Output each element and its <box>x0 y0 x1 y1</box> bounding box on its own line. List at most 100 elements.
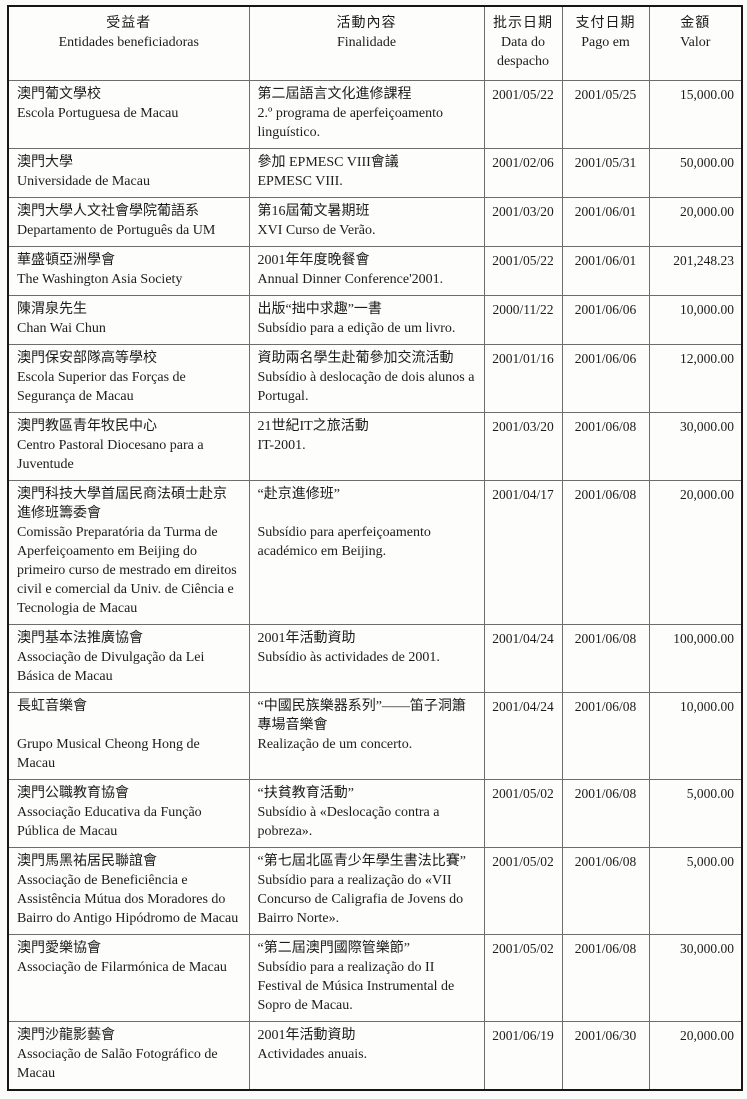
col-header-purpose-pt: Finalidade <box>336 35 397 50</box>
purpose-pt: Subsídio para a realização do «VII Concu… <box>257 873 464 926</box>
amount-cell: 20,000.00 <box>648 1021 743 1091</box>
col-header-purpose: 活動內容 Finalidade <box>248 5 485 81</box>
beneficiary-name-pt: Grupo Musical Cheong Hong de Macau <box>17 737 200 771</box>
amount-cell: 12,000.00 <box>648 344 743 413</box>
payment-date-cell: 2001/06/08 <box>561 934 650 1022</box>
table-row: 澳門馬黑祐居民聯誼會 Associação de Beneficiência e … <box>7 847 743 935</box>
table-row: 華盛頓亞洲學會 The Washington Asia Society 2001年年… <box>7 246 743 296</box>
col-header-amount-zh: 金額 <box>680 16 711 31</box>
beneficiary-name-zh: 澳門馬黑祐居民聯誼會 <box>17 854 157 869</box>
beneficiary-cell: 澳門大學 Universidade de Macau <box>7 148 250 198</box>
payment-date-cell: 2001/06/08 <box>561 692 650 780</box>
table-body: 澳門葡文學校 Escola Portuguesa de Macau 第二屆語言文化進… <box>7 80 743 1091</box>
beneficiary-name-pt: Escola Superior das Forças de Segurança … <box>17 370 186 404</box>
col-header-beneficiary: 受益者 Entidades beneficiadoras <box>7 5 250 81</box>
beneficiary-name-zh: 澳門保安部隊高等學校 <box>17 351 157 366</box>
header-row: 受益者 Entidades beneficiadoras 活動內容 Finali… <box>7 5 743 81</box>
beneficiary-name-pt: Centro Pastoral Diocesano para a Juventu… <box>17 438 204 472</box>
purpose-zh: 參加 EPMESC VIII會議 <box>257 155 399 170</box>
purpose-pt: Subsídio à deslocação de dois alunos a P… <box>257 370 475 404</box>
amount-cell: 30,000.00 <box>648 934 743 1022</box>
amount-cell: 15,000.00 <box>648 80 743 149</box>
beneficiary-name-zh: 澳門大學 <box>17 155 73 170</box>
table-row: 澳門教區青年牧民中心 Centro Pastoral Diocesano para… <box>7 412 743 481</box>
purpose-zh: 出版“拙中求趣”一書 <box>257 302 382 317</box>
amount-cell: 100,000.00 <box>648 624 743 693</box>
col-header-amount-pt: Valor <box>680 35 711 50</box>
despacho-date-cell: 2001/06/19 <box>483 1021 563 1091</box>
purpose-cell: 資助兩名學生赴葡參加交流活動 Subsídio à deslocação de d… <box>248 344 485 413</box>
purpose-cell: 第16屆葡文暑期班 XVI Curso de Verão. <box>248 197 485 247</box>
purpose-pt: Realização de um concerto. <box>257 737 413 752</box>
amount-cell: 10,000.00 <box>648 295 743 345</box>
purpose-zh: “扶貧教育活動” <box>257 786 354 801</box>
beneficiary-name-zh: 華盛頓亞洲學會 <box>17 253 115 268</box>
beneficiary-name-zh: 長虹音樂會 <box>17 699 87 714</box>
purpose-cell: “扶貧教育活動” Subsídio à «Deslocação contra a … <box>248 779 485 848</box>
payment-date-cell: 2001/06/08 <box>561 624 650 693</box>
purpose-pt: Subsídio para a realização do II Festiva… <box>257 960 455 1013</box>
col-header-amount: 金額 Valor <box>648 5 743 81</box>
despacho-date-cell: 2001/05/02 <box>483 847 563 935</box>
beneficiary-cell: 澳門馬黑祐居民聯誼會 Associação de Beneficiência e … <box>7 847 250 935</box>
subsidies-table: 受益者 Entidades beneficiadoras 活動內容 Finali… <box>7 5 743 1091</box>
purpose-pt: Subsídio à «Deslocação contra a pobreza»… <box>257 805 440 839</box>
despacho-date-cell: 2001/01/16 <box>483 344 563 413</box>
payment-date-cell: 2001/06/30 <box>561 1021 650 1091</box>
purpose-cell: 第二屆語言文化進修課程 2.º programa de aperfeiçoamen… <box>248 80 485 149</box>
col-header-beneficiary-zh: 受益者 <box>106 16 152 31</box>
beneficiary-name-pt: Chan Wai Chun <box>17 321 106 336</box>
purpose-pt: IT-2001. <box>257 438 306 453</box>
beneficiary-name-pt: The Washington Asia Society <box>17 272 183 287</box>
beneficiary-name-zh: 澳門大學人文社會學院葡語系 <box>17 204 199 219</box>
beneficiary-cell: 澳門科技大學首屆民商法碩士赴京進修班籌委會 Comissão Preparatór… <box>7 480 250 625</box>
col-header-payment-date-zh: 支付日期 <box>575 16 636 31</box>
beneficiary-cell: 澳門教區青年牧民中心 Centro Pastoral Diocesano para… <box>7 412 250 481</box>
despacho-date-cell: 2001/05/02 <box>483 934 563 1022</box>
purpose-zh: “中國民族樂器系列”——笛子洞簫專場音樂會 <box>257 699 466 733</box>
beneficiary-name-pt: Comissão Preparatória da Turma de Aperfe… <box>17 525 237 616</box>
purpose-pt: Subsídio para a edição de um livro. <box>257 321 456 336</box>
amount-cell: 5,000.00 <box>648 847 743 935</box>
purpose-pt: XVI Curso de Verão. <box>257 223 376 238</box>
table-row: 澳門沙龍影藝會 Associação de Salão Fotográfico d… <box>7 1021 743 1091</box>
table-row: 陳渭泉先生 Chan Wai Chun 出版“拙中求趣”一書 Subsídio par… <box>7 295 743 345</box>
beneficiary-name-zh: 澳門公職教育協會 <box>17 786 129 801</box>
purpose-cell: “第二屆澳門國際管樂節” Subsídio para a realização d… <box>248 934 485 1022</box>
beneficiary-name-pt: Associação de Filarmónica de Macau <box>17 960 227 975</box>
beneficiary-cell: 澳門大學人文社會學院葡語系 Departamento de Português d… <box>7 197 250 247</box>
beneficiary-name-pt: Associação de Salão Fotográfico de Macau <box>17 1047 218 1081</box>
beneficiary-name-pt: Associação de Divulgação da Lei Básica d… <box>17 650 205 684</box>
purpose-pt: Subsídio às actividades de 2001. <box>257 650 440 665</box>
despacho-date-cell: 2001/02/06 <box>483 148 563 198</box>
payment-date-cell: 2001/06/08 <box>561 480 650 625</box>
beneficiary-cell: 長虹音樂會 Grupo Musical Cheong Hong de Macau <box>7 692 250 780</box>
purpose-pt: EPMESC VIII. <box>257 174 343 189</box>
table-header: 受益者 Entidades beneficiadoras 活動內容 Finali… <box>7 5 743 81</box>
payment-date-cell: 2001/06/06 <box>561 344 650 413</box>
amount-cell: 10,000.00 <box>648 692 743 780</box>
purpose-zh: 第16屆葡文暑期班 <box>257 204 370 219</box>
payment-date-cell: 2001/06/08 <box>561 779 650 848</box>
purpose-cell: 2001年活動資助 Subsídio às actividades de 2001… <box>248 624 485 693</box>
beneficiary-cell: 澳門葡文學校 Escola Portuguesa de Macau <box>7 80 250 149</box>
table-row: 澳門科技大學首屆民商法碩士赴京進修班籌委會 Comissão Preparatór… <box>7 480 743 625</box>
amount-cell: 20,000.00 <box>648 480 743 625</box>
beneficiary-cell: 澳門保安部隊高等學校 Escola Superior das Forças de … <box>7 344 250 413</box>
despacho-date-cell: 2001/05/22 <box>483 246 563 296</box>
purpose-cell: 參加 EPMESC VIII會議 EPMESC VIII. <box>248 148 485 198</box>
beneficiary-cell: 澳門基本法推廣協會 Associação de Divulgação da Lei… <box>7 624 250 693</box>
amount-cell: 20,000.00 <box>648 197 743 247</box>
table-row: 長虹音樂會 Grupo Musical Cheong Hong de Macau “… <box>7 692 743 780</box>
payment-date-cell: 2001/06/01 <box>561 197 650 247</box>
table-row: 澳門基本法推廣協會 Associação de Divulgação da Lei… <box>7 624 743 693</box>
col-header-despacho-date-pt: Data do despacho <box>496 35 550 69</box>
purpose-zh: 21世紀IT之旅活動 <box>257 419 369 434</box>
purpose-cell: “中國民族樂器系列”——笛子洞簫專場音樂會 Realização de um co… <box>248 692 485 780</box>
purpose-zh: 第二屆語言文化進修課程 <box>257 87 412 102</box>
col-header-despacho-date-zh: 批示日期 <box>493 16 553 31</box>
purpose-zh: 資助兩名學生赴葡參加交流活動 <box>257 351 454 366</box>
payment-date-cell: 2001/05/31 <box>561 148 650 198</box>
table-row: 澳門保安部隊高等學校 Escola Superior das Forças de … <box>7 344 743 413</box>
